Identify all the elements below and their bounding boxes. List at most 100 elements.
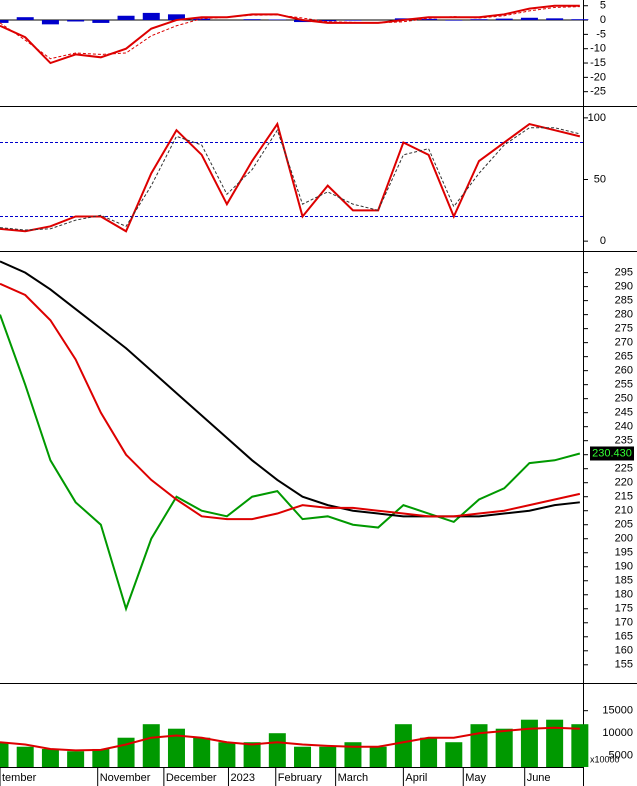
y-tick-label: 170 (615, 617, 633, 629)
bar (445, 20, 463, 21)
x-tick-label: April (405, 772, 427, 784)
bar (67, 20, 85, 22)
y-tick-label: 155 (615, 659, 633, 671)
bar (167, 14, 185, 21)
y-tick-label: 185 (615, 575, 633, 587)
y-tick-label: 205 (615, 519, 633, 531)
bar (319, 746, 337, 767)
series-line (0, 121, 581, 233)
price-label-box (590, 446, 634, 461)
bar (319, 20, 337, 22)
bar (495, 728, 513, 767)
bar (16, 17, 34, 21)
bar (294, 746, 312, 767)
bar (420, 18, 438, 21)
y-tick-label: 0 (600, 235, 606, 247)
x-tick-label: March (338, 772, 369, 784)
y-tick-label: 235 (615, 435, 633, 447)
bar (520, 17, 538, 21)
y-tick-label: 280 (615, 309, 633, 321)
y-tick-label: 50 (594, 173, 606, 185)
bar (571, 724, 589, 767)
y-tick-label: 180 (615, 589, 633, 601)
bar (394, 724, 412, 767)
bar (268, 19, 286, 21)
series-line (0, 282, 581, 521)
y-tick-label: 250 (615, 393, 633, 405)
bar (243, 19, 261, 21)
bar (41, 748, 59, 767)
bar (0, 742, 9, 767)
y-tick-label: 245 (615, 407, 633, 419)
bar (268, 733, 286, 767)
y-tick-label: 0 (600, 14, 606, 26)
series-line (0, 127, 580, 231)
x-tick-label: June (527, 772, 551, 784)
bar (193, 737, 211, 767)
bar (67, 751, 85, 767)
y-tick-label: -20 (590, 71, 606, 83)
y-tick-label: -5 (596, 28, 606, 40)
bar (142, 724, 160, 767)
y-tick-label: 195 (615, 547, 633, 559)
x-tick-label: May (465, 772, 486, 784)
y-tick-label: 255 (615, 379, 633, 391)
bar (243, 742, 261, 767)
bar (546, 719, 564, 767)
bar (495, 18, 513, 21)
y-tick-label: -25 (590, 86, 606, 98)
y-tick-label: 15000 (602, 705, 633, 717)
y-tick-label: 265 (615, 351, 633, 363)
series-line (0, 314, 581, 612)
y-tick-label: -10 (590, 43, 606, 55)
series-line (0, 4, 580, 65)
series-line (0, 726, 580, 752)
x-tick-label: November (100, 772, 151, 784)
y-tick-label: 275 (615, 323, 633, 335)
bar (445, 742, 463, 767)
y-tick-label: -15 (590, 57, 606, 69)
unit-label: x10000 (590, 754, 620, 764)
y-tick-label: 225 (615, 463, 633, 475)
series-line (0, 6, 580, 60)
y-tick-label: 5 (600, 0, 606, 12)
x-tick-label: February (278, 772, 323, 784)
y-tick-label: 10000 (602, 727, 633, 739)
y-tick-label: 270 (615, 337, 633, 349)
bar (218, 742, 236, 767)
y-tick-label: 160 (615, 645, 633, 657)
price-label: 230.430 (592, 447, 632, 459)
bar (369, 746, 387, 767)
bar (117, 15, 135, 21)
bar (520, 719, 538, 767)
y-tick-label: 165 (615, 631, 633, 643)
bar (142, 12, 160, 21)
bar (470, 724, 488, 767)
y-tick-label: 190 (615, 561, 633, 573)
bar (92, 20, 110, 23)
y-tick-label: 210 (615, 505, 633, 517)
y-tick-label: 100 (588, 112, 606, 124)
bar (546, 18, 564, 21)
y-tick-label: 290 (615, 281, 633, 293)
bar (0, 20, 9, 23)
y-tick-label: 5000 (609, 750, 633, 762)
bar (344, 20, 362, 21)
y-tick-label: 285 (615, 295, 633, 307)
y-tick-label: 260 (615, 365, 633, 377)
y-tick-label: 295 (615, 267, 633, 279)
x-tick-label: December (166, 772, 217, 784)
y-tick-label: 220 (615, 477, 633, 489)
bar (92, 748, 110, 767)
series-line (0, 260, 580, 518)
bar (193, 18, 211, 21)
bar (344, 742, 362, 767)
bar (470, 19, 488, 21)
y-tick-label: 240 (615, 421, 633, 433)
x-tick-label: tember (2, 772, 37, 784)
y-tick-label: 200 (615, 533, 633, 545)
bar (41, 20, 59, 25)
y-tick-label: 175 (615, 603, 633, 615)
